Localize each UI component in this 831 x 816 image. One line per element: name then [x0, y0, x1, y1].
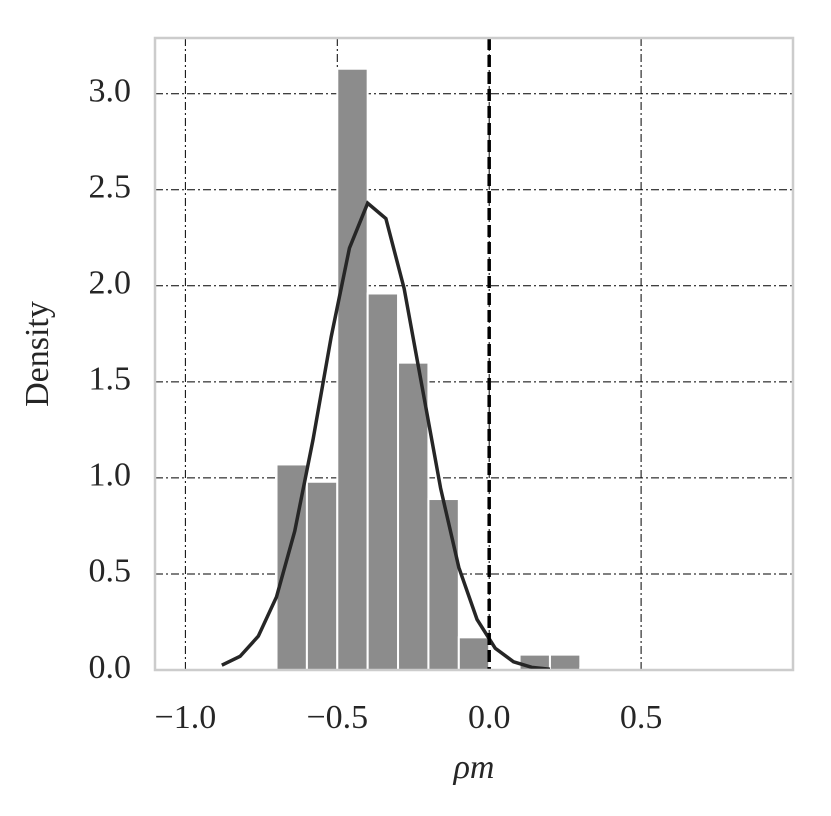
x-tick-label: −0.5	[306, 699, 368, 736]
bar	[305, 480, 339, 672]
y-tick-label: 1.5	[89, 361, 132, 398]
y-tick-label: 1.0	[89, 457, 132, 494]
marks	[221, 38, 612, 672]
bar	[397, 361, 430, 671]
y-tick-label: 3.0	[89, 73, 132, 110]
y-tick-label: 0.0	[89, 649, 132, 686]
x-tick-label: −1.0	[155, 699, 217, 736]
x-tick-label: 0.5	[620, 699, 663, 736]
y-tick-label: 2.5	[89, 169, 132, 206]
y-axis-label: Density	[19, 301, 56, 407]
x-axis-label: ρm	[453, 749, 495, 786]
y-tick-label: 2.0	[89, 265, 132, 302]
x-tick-label: 0.0	[468, 699, 511, 736]
y-tick-label: 0.5	[89, 553, 132, 590]
bar	[548, 653, 582, 671]
density-curve	[221, 200, 551, 671]
bar	[366, 292, 400, 671]
tick-labels: −1.0 −0.5 0.0 0.5 0.0 0.5 1.0 1.5 2.0 2.5 3.0	[89, 73, 663, 736]
plot-frame	[153, 36, 795, 672]
bar	[457, 636, 491, 671]
bar	[427, 498, 460, 672]
bar	[336, 67, 369, 672]
